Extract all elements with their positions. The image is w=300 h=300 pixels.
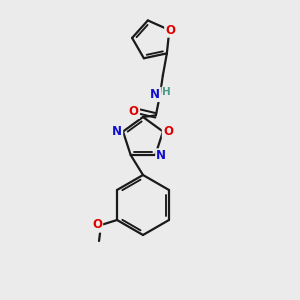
Text: N: N [112, 125, 122, 138]
Text: O: O [92, 218, 102, 232]
Text: O: O [165, 23, 175, 37]
Text: N: N [156, 149, 166, 163]
Text: N: N [150, 88, 160, 101]
Text: H: H [163, 87, 171, 98]
Text: O: O [129, 105, 139, 118]
Text: O: O [163, 125, 173, 138]
